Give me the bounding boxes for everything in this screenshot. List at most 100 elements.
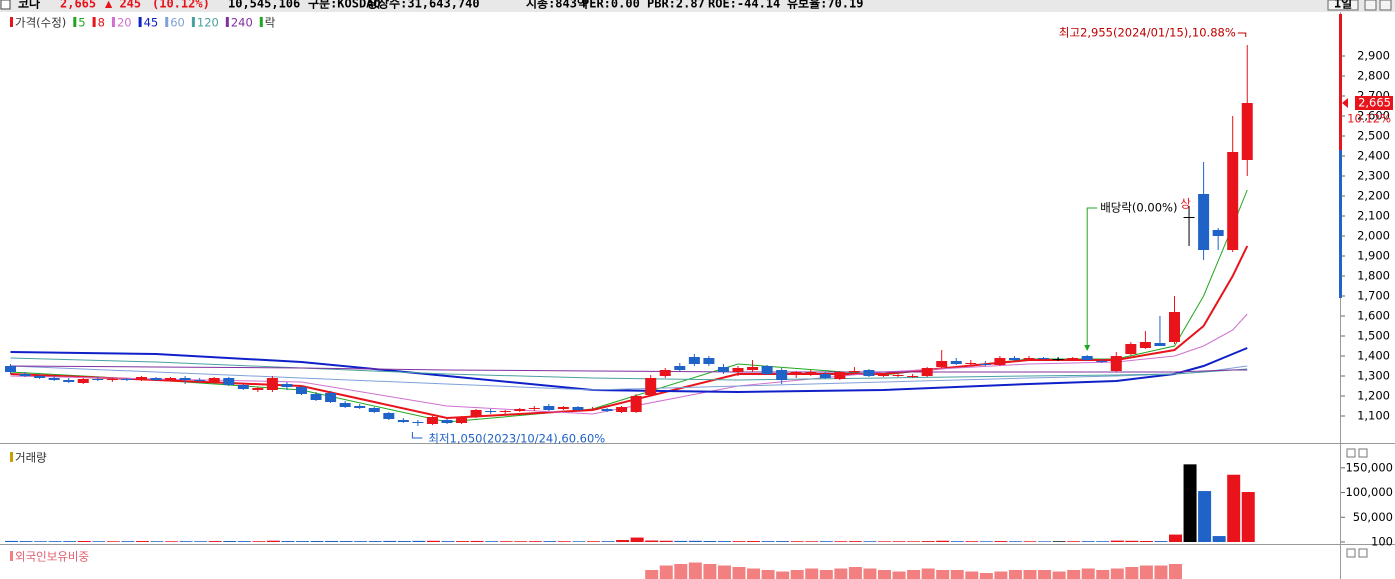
bar	[1169, 534, 1182, 542]
pane-button[interactable]	[1346, 448, 1356, 458]
header-info: 구분:KOSDAQ	[308, 0, 381, 11]
dividend-annotation: 배당락(0.00%)	[1100, 201, 1177, 215]
bar	[456, 541, 470, 542]
candle-body	[310, 394, 322, 400]
y-tick-label: 1,400	[1357, 349, 1390, 363]
candle-body	[936, 361, 948, 367]
header-icon	[0, 0, 11, 10]
candle-body	[339, 403, 351, 407]
bar	[630, 537, 644, 542]
candle-body	[630, 396, 642, 412]
window-button[interactable]	[1379, 0, 1392, 11]
y-tick-label: 2,000	[1357, 229, 1390, 243]
volume: 10,545,106	[228, 0, 300, 11]
price-tag-pct: 10.12%	[1347, 112, 1391, 126]
y-tick-label: 100,000	[1345, 485, 1393, 499]
bar	[310, 541, 324, 542]
bar	[950, 541, 964, 542]
bar	[165, 541, 179, 542]
bar	[1110, 540, 1124, 542]
pane-button[interactable]	[1358, 548, 1368, 558]
candle-body	[441, 420, 453, 423]
bar	[557, 541, 571, 542]
y-tick-label: 1,900	[1357, 249, 1390, 263]
bar	[281, 541, 295, 542]
range-indicator	[1339, 14, 1342, 150]
candle-body	[848, 371, 860, 372]
range-indicator	[1339, 150, 1342, 298]
candle-body	[747, 367, 759, 370]
bar	[543, 541, 557, 542]
bar	[1067, 541, 1081, 542]
bar	[499, 541, 513, 542]
candle-body	[135, 377, 147, 380]
y-tick-label: 2,600	[1357, 109, 1390, 123]
candle-body	[907, 376, 919, 377]
candle-body	[354, 406, 366, 408]
candle-body	[499, 411, 511, 412]
bar	[1052, 541, 1066, 542]
price-tag-pointer	[1342, 98, 1348, 108]
bar	[892, 571, 906, 579]
bar	[790, 570, 804, 579]
bar	[441, 541, 455, 542]
bar	[732, 567, 746, 579]
price: 2,665	[60, 0, 96, 11]
moving-average	[10, 365, 1248, 373]
y-tick-label: 2,800	[1357, 69, 1390, 83]
price-tag: 2,665	[1358, 96, 1391, 110]
bar	[979, 541, 993, 542]
bar	[1125, 567, 1139, 579]
candle-body	[412, 422, 424, 423]
bar	[572, 541, 586, 542]
high-arrow	[1237, 32, 1247, 37]
candle-body	[1096, 361, 1108, 362]
pane-button[interactable]	[1346, 548, 1356, 558]
candle-body	[325, 393, 337, 402]
legend-swatch	[225, 17, 229, 27]
bar	[194, 541, 208, 542]
bar	[776, 541, 790, 542]
candle-body	[878, 375, 889, 376]
y-tick-label: 150,000	[1345, 460, 1393, 474]
pane-button[interactable]	[1358, 448, 1368, 458]
bar	[848, 541, 862, 542]
bar	[208, 541, 222, 542]
y-tick-label: 100	[1371, 534, 1393, 548]
legend-swatch	[138, 17, 142, 27]
window-button[interactable]	[1364, 0, 1377, 11]
header-info: 유보율:70.19	[787, 0, 863, 11]
period[interactable]: 1일	[1334, 0, 1352, 11]
legend-label: 240	[231, 16, 253, 30]
bar	[1227, 474, 1241, 542]
y-tick-label: 1,100	[1357, 409, 1390, 423]
bar	[397, 541, 411, 542]
bar	[936, 570, 950, 579]
candle-body	[92, 379, 104, 380]
bar	[1198, 491, 1212, 542]
pane-legend-swatch	[10, 452, 13, 462]
bar	[223, 541, 237, 542]
bar	[848, 567, 862, 579]
candle-body	[863, 370, 875, 376]
bar	[717, 565, 731, 579]
candle-body	[1038, 358, 1050, 359]
bar	[863, 568, 877, 579]
pane-title: 외국인보유비중	[15, 550, 89, 564]
y-tick-label: 2,500	[1357, 129, 1390, 143]
period-button[interactable]	[1327, 0, 1359, 11]
bar	[150, 541, 164, 542]
bar	[1096, 570, 1110, 579]
candle-body	[150, 378, 162, 380]
candle-body	[645, 378, 657, 395]
bar	[48, 541, 62, 542]
pane-buttons	[1327, 0, 1392, 558]
candle-body	[1241, 103, 1253, 160]
candle-body	[659, 370, 671, 376]
candle-body	[979, 364, 991, 365]
bar	[819, 541, 833, 542]
header-info: 시총:843억	[526, 0, 588, 11]
candle-body	[383, 413, 395, 419]
candle-body	[208, 378, 220, 382]
bar	[252, 541, 266, 542]
